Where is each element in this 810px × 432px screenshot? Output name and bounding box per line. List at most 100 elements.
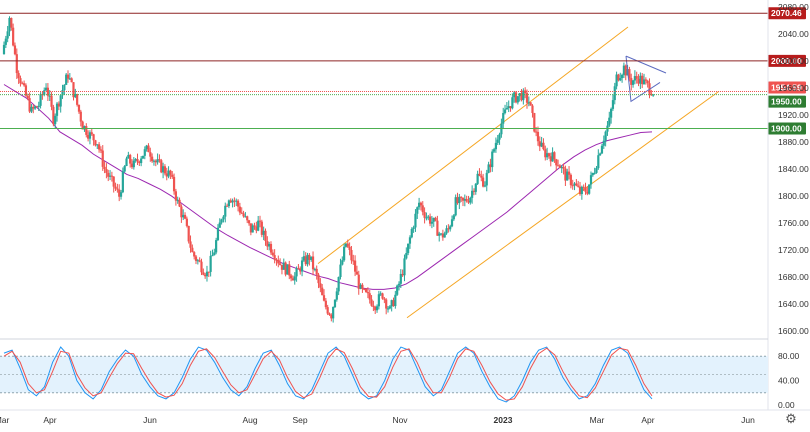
candle-body [551,152,554,162]
candle-body [32,106,35,109]
candle-body [76,93,79,105]
candle-body [386,308,390,310]
candles [2,16,655,323]
candle-body [355,271,359,275]
candle-body [379,293,382,295]
candle-body [97,144,101,150]
candle-body [273,255,276,260]
price-axis[interactable]: 1600.00 1640.00 1680.00 1720.00 1760.00 1800.… [767,0,809,410]
price-tick-label: 1680.00 [778,272,809,282]
candle-body [268,243,271,247]
candle-body [511,97,514,109]
candle-body [172,176,176,192]
candle-body [291,278,295,281]
candle-body [262,230,265,235]
candle-body [608,117,611,126]
candle-body [397,283,401,286]
price-tick-label: 2000.00 [778,56,809,66]
candle-body [527,102,530,104]
candle-body [322,295,326,301]
candle-body [54,115,57,125]
candle-body [418,202,421,208]
stochastic-k-line [3,346,653,403]
candle-body [582,186,585,188]
candle-body [595,168,598,173]
candle-body [414,213,417,228]
candle-body [346,243,349,247]
candle-body [257,220,260,231]
candle-body [478,173,481,176]
candle-body [374,306,377,311]
candle-body [151,156,154,162]
candle-body [269,243,273,253]
candle-body [474,183,477,192]
candle-body [366,292,370,294]
candle-body [260,221,263,235]
candle-body [441,233,444,238]
oscillator-axis[interactable]: 80.00 40.00 0.00 [778,351,800,410]
level-price-tag [768,95,806,108]
candle-body [648,83,651,94]
time-tick-label: 2023 [494,415,513,425]
candle-body [516,96,519,103]
candle-body [588,184,591,194]
candle-body [631,80,635,85]
candle-body [112,176,115,187]
level-price-label: 1900.00 [771,123,802,133]
candle-body [613,86,616,101]
candle-body [222,216,225,220]
candle-body [591,172,594,176]
candle-body [200,261,203,273]
candle-body [198,260,201,262]
candle-body [315,268,318,275]
candle-body [615,74,618,87]
level-price-tag [768,81,806,94]
candle-body [33,106,37,109]
candle-body [160,160,163,173]
candle-body [449,226,452,230]
settings-gear-icon[interactable]: ⚙ [785,411,797,426]
candle-body [57,103,60,107]
candle-body [244,216,247,218]
candle-body [332,306,335,319]
candle-body [450,219,454,227]
candle-body [635,76,638,79]
price-tick-label: 1800.00 [778,191,809,201]
level-price-tag [768,54,806,67]
candle-body [246,216,249,221]
level-price-label: 1954.59 [771,83,802,93]
candle-body [114,186,117,189]
candle-body [335,291,338,300]
time-axis[interactable]: Mar Apr Jun Aug Sep Nov 2023 Mar Apr Jun [0,409,810,425]
candle-body [428,216,432,224]
candle-body [24,85,28,96]
candle-body [421,205,424,213]
candle-body [509,106,512,109]
candle-body [154,160,157,163]
candle-body [385,299,388,309]
candle-body [43,90,46,95]
candle-body [216,227,220,241]
candle-body [620,74,624,79]
candle-body [180,206,183,218]
candle-body [87,134,90,139]
candle-body [476,173,479,184]
candle-body [452,215,455,220]
candle-body [227,200,231,207]
candle-body [19,78,22,84]
candle-body [599,153,602,156]
candle-body [617,74,620,81]
candle-body [482,177,485,187]
candle-body [586,191,589,194]
candle-body [628,69,631,78]
candle-body [637,78,640,84]
candle-body [564,168,567,181]
candle-body [26,95,29,99]
candle-body [361,284,364,289]
candle-body [505,108,508,110]
candle-body [141,155,145,159]
candle-body [279,263,282,265]
candle-body [52,106,55,125]
candle-body [105,169,108,173]
candle-body [118,189,121,197]
